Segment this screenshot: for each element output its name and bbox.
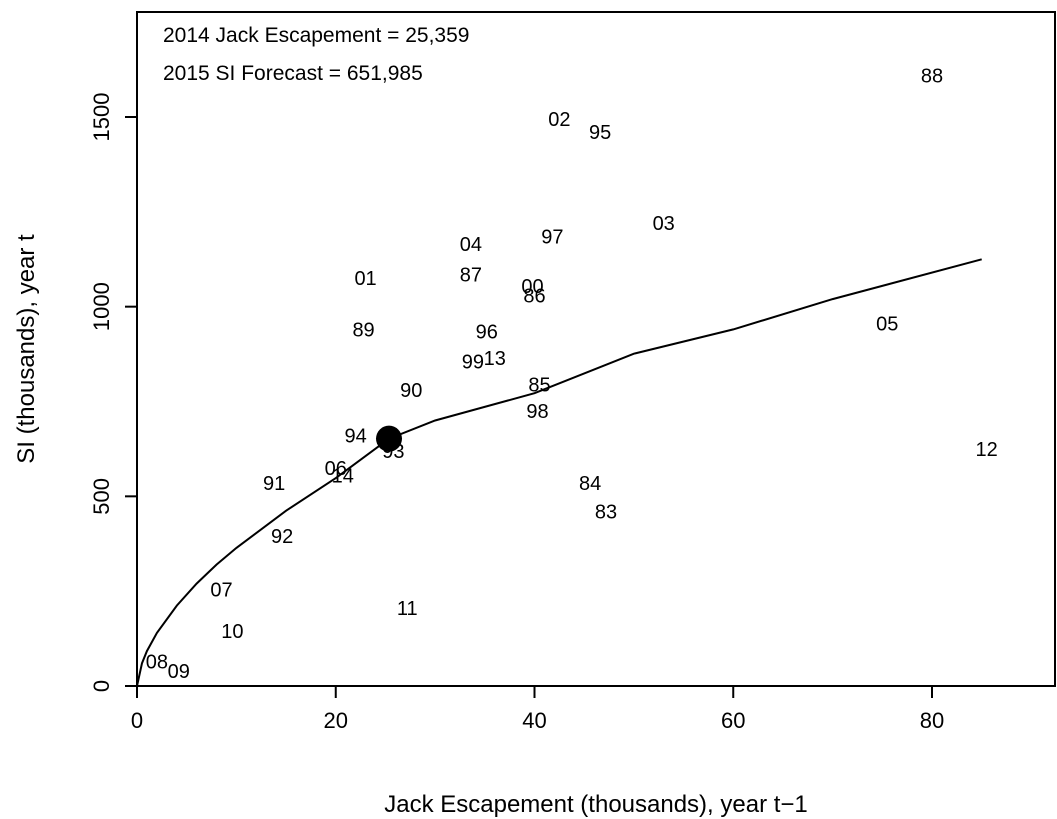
data-point-label: 12 — [976, 439, 998, 461]
data-point-label: 85 — [528, 374, 550, 396]
x-tick-label: 40 — [522, 708, 546, 733]
y-tick-label: 500 — [89, 478, 114, 515]
data-point-label: 07 — [210, 579, 232, 601]
y-tick-label: 0 — [89, 680, 114, 692]
annotation-forecast: 2015 SI Forecast = 651,985 — [163, 62, 423, 85]
data-point-label: 84 — [579, 473, 601, 495]
x-tick-label: 20 — [324, 708, 348, 733]
x-tick-label: 80 — [920, 708, 944, 733]
plot-frame — [137, 12, 1055, 686]
y-axis: 0 500 1000 1500 — [89, 93, 137, 693]
data-point-label: 04 — [460, 234, 482, 256]
data-point-label: 83 — [595, 502, 617, 524]
data-point-label: 11 — [397, 598, 418, 620]
data-point-label: 08 — [146, 651, 168, 673]
annotation-escapement: 2014 Jack Escapement = 25,359 — [163, 24, 469, 47]
data-point-label: 02 — [548, 109, 570, 131]
data-point-label: 89 — [352, 319, 374, 341]
data-point-label: 10 — [221, 621, 243, 643]
forecast-point — [376, 426, 402, 452]
data-point-label: 92 — [271, 526, 293, 548]
data-point-label: 95 — [589, 122, 611, 144]
x-tick-label: 0 — [131, 708, 143, 733]
data-point-label: 99 — [462, 352, 484, 374]
data-point-label: 90 — [400, 380, 422, 402]
data-point-label: 91 — [263, 473, 285, 495]
data-point-label: 94 — [345, 426, 367, 448]
data-point-label: 03 — [653, 213, 675, 235]
x-tick-label: 60 — [721, 708, 745, 733]
data-point-label: 88 — [921, 65, 943, 87]
y-axis-title: SI (thousands), year t — [13, 234, 40, 464]
data-point-label: 97 — [541, 226, 563, 248]
data-point-label: 86 — [523, 285, 545, 307]
data-point-label: 96 — [476, 321, 498, 343]
data-point-label: 98 — [526, 401, 548, 423]
data-point-label: 14 — [332, 465, 354, 487]
data-point-label: 87 — [460, 264, 482, 286]
x-axis-title: Jack Escapement (thousands), year t−1 — [384, 791, 808, 818]
x-axis: 0 20 40 60 80 — [131, 686, 944, 733]
data-point-label: 05 — [876, 314, 898, 336]
y-tick-label: 1500 — [89, 93, 114, 142]
y-tick-label: 1000 — [89, 282, 114, 331]
data-point-label: 09 — [168, 661, 190, 683]
data-point-label: 13 — [484, 348, 506, 370]
data-point-label: 01 — [354, 268, 376, 290]
